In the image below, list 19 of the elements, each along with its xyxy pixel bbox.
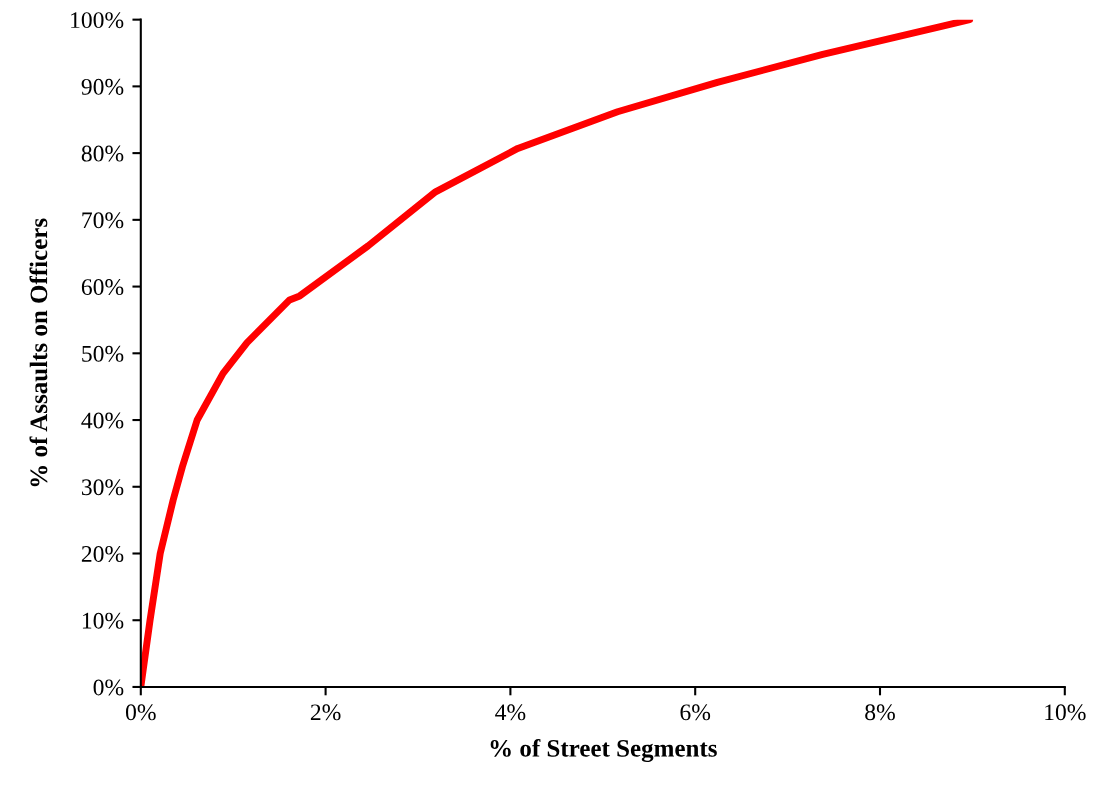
x-tick-label: 0%: [125, 704, 156, 721]
y-axis-title: % of Assaults on Officers: [29, 218, 48, 487]
y-tick-label: 0%: [93, 679, 124, 696]
y-tick-label: 100%: [71, 12, 124, 29]
x-tick-label: 6%: [680, 704, 711, 721]
y-tick-label: 60%: [81, 279, 124, 296]
x-tick-label: 4%: [495, 704, 526, 721]
y-tick-label: 20%: [81, 545, 124, 562]
y-tick-label: 50%: [82, 345, 124, 362]
x-tick-label: 2%: [310, 704, 341, 721]
x-tick-label: 8%: [865, 704, 895, 721]
y-tick-label: 70%: [82, 212, 124, 229]
y-tick-label: 80%: [81, 145, 124, 162]
x-tick-label: 10%: [1045, 704, 1086, 721]
y-tick-label: 30%: [81, 479, 124, 496]
y-tick-label: 10%: [82, 612, 124, 629]
y-tick-label: 40%: [81, 412, 124, 429]
x-axis-title: % of Street Segments: [490, 738, 717, 763]
y-tick-label: 90%: [81, 78, 124, 95]
